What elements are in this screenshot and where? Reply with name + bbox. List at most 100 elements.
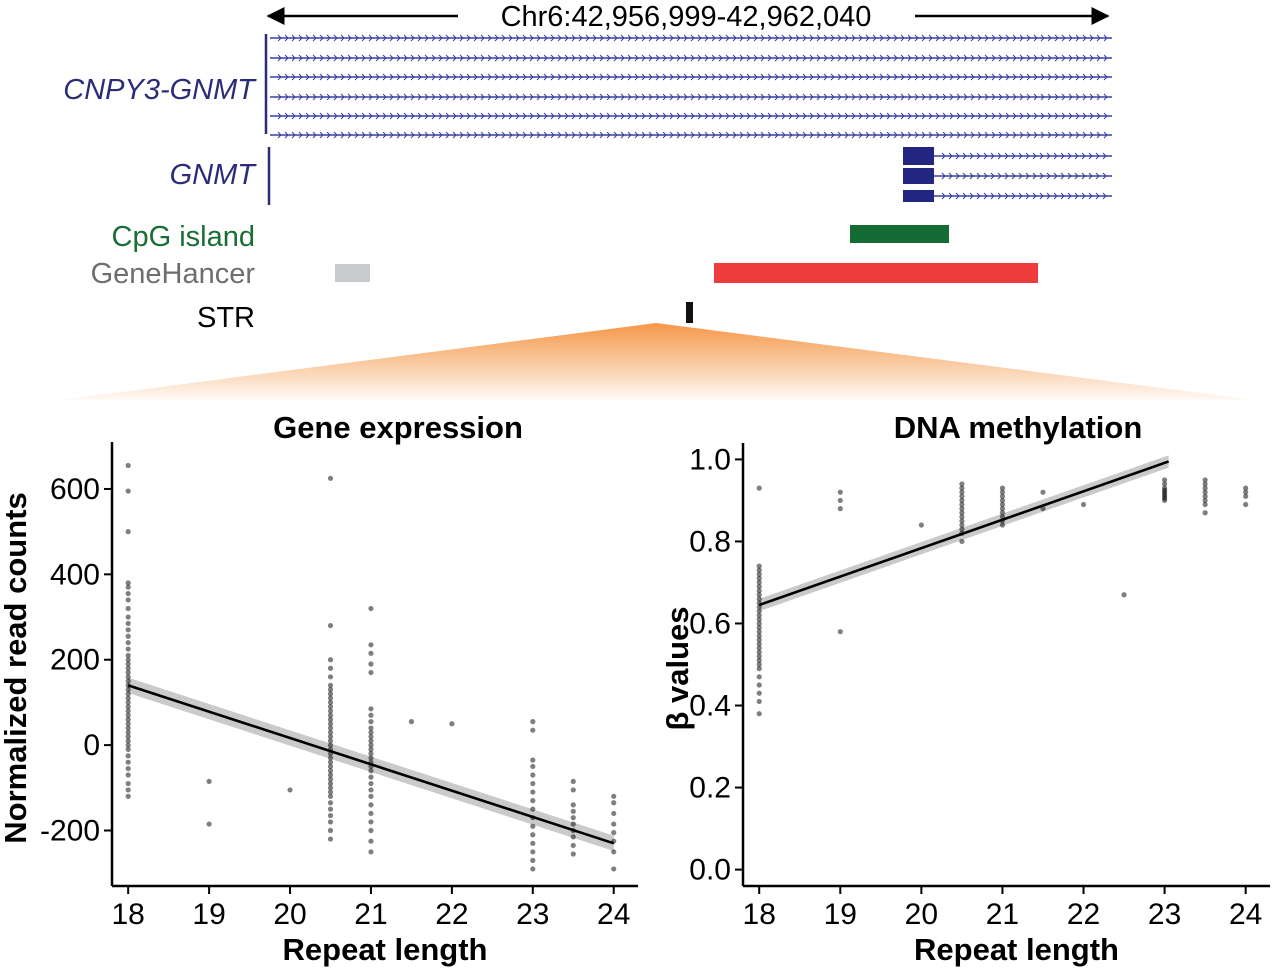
- data-point: [125, 716, 131, 723]
- regression-line: [127, 684, 615, 845]
- data-point: [756, 649, 762, 655]
- data-point: [287, 787, 293, 793]
- data-point: [756, 579, 762, 586]
- data-point: [125, 652, 131, 659]
- data-point: [570, 834, 576, 840]
- data-point: [756, 588, 762, 594]
- data-point: [327, 780, 334, 787]
- data-point: [368, 738, 374, 744]
- gnmt-transcript: [934, 152, 1112, 160]
- data-point: [1162, 477, 1168, 483]
- data-point: [959, 497, 965, 504]
- data-point: [1121, 592, 1127, 598]
- data-point: [327, 742, 334, 748]
- data-point: [999, 522, 1006, 528]
- data-point: [327, 793, 334, 799]
- y-tick-label: 0.2: [689, 772, 731, 805]
- data-point: [959, 518, 965, 524]
- data-point: [756, 666, 762, 672]
- data-point: [125, 725, 131, 731]
- data-point: [368, 733, 374, 740]
- data-point: [327, 695, 334, 701]
- data-point: [327, 704, 334, 710]
- track-label-str: STR: [197, 302, 255, 334]
- y-tick-label: 0: [83, 729, 100, 762]
- data-point: [611, 793, 617, 799]
- data-point: [125, 699, 131, 706]
- data-point: [368, 810, 374, 817]
- data-point: [449, 721, 455, 727]
- data-point: [368, 746, 374, 752]
- data-point: [756, 661, 762, 668]
- cnpy3-gnmt-transcript: [270, 73, 1112, 81]
- data-point: [125, 669, 131, 676]
- data-point: [368, 719, 374, 725]
- data-point: [756, 624, 762, 631]
- y-tick-label: 0.8: [689, 525, 731, 558]
- x-tick-label: 19: [824, 898, 857, 931]
- data-point: [1202, 477, 1208, 483]
- data-point: [756, 698, 762, 705]
- data-points: [756, 477, 1249, 717]
- data-point: [1202, 510, 1208, 516]
- data-point: [570, 808, 576, 814]
- data-point: [125, 462, 131, 469]
- data-point: [530, 757, 536, 763]
- gnmt-exon-2: [903, 168, 934, 184]
- x-tick-label: 20: [273, 898, 306, 931]
- data-point: [125, 529, 131, 535]
- y-tick-label: 200: [50, 644, 100, 677]
- data-point: [570, 778, 576, 785]
- data-point: [125, 708, 131, 714]
- data-point: [999, 510, 1006, 516]
- data-point: [125, 674, 131, 680]
- data-point: [368, 642, 374, 648]
- data-point: [959, 510, 965, 516]
- data-point: [125, 746, 131, 752]
- data-point: [368, 838, 374, 844]
- data-point: [327, 738, 334, 744]
- data-point: [368, 793, 374, 799]
- data-point: [327, 836, 334, 842]
- data-point: [368, 827, 374, 834]
- data-point: [125, 691, 131, 697]
- data-point: [530, 727, 536, 733]
- data-point: [125, 646, 131, 652]
- x-tick-label: 22: [435, 898, 468, 931]
- x-tick-label: 19: [192, 898, 225, 931]
- data-point: [368, 755, 374, 761]
- gnmt-transcripts: [934, 152, 1112, 200]
- y-tick-label: 0.0: [689, 854, 731, 887]
- data-point: [1243, 485, 1249, 491]
- x-tick-label: 24: [1229, 898, 1262, 931]
- data-point: [1202, 493, 1208, 499]
- data-point: [368, 742, 374, 748]
- data-point: [125, 742, 131, 748]
- data-point: [530, 780, 536, 787]
- y-axis-label: β values: [660, 606, 695, 730]
- data-point: [125, 488, 131, 494]
- data-point: [368, 669, 374, 676]
- data-point: [837, 497, 843, 504]
- data-point: [327, 768, 334, 774]
- y-tick-label: 400: [50, 558, 100, 591]
- data-point: [570, 787, 576, 793]
- regression-line: [758, 460, 1170, 607]
- x-tick-label: 18: [111, 898, 144, 931]
- cpg-island-bar: [850, 225, 949, 243]
- y-tick-label: -200: [40, 815, 100, 848]
- region-label: Chr6:42,956,999-42,962,040: [501, 1, 872, 33]
- data-point: [368, 751, 374, 757]
- data-point: [999, 497, 1006, 504]
- data-point: [327, 657, 334, 663]
- data-point: [125, 753, 131, 759]
- data-point: [327, 800, 334, 806]
- data-point: [327, 712, 334, 718]
- str-marker: [686, 302, 693, 323]
- y-tick-label: 600: [50, 473, 100, 506]
- data-point: [611, 800, 617, 806]
- data-point: [327, 763, 334, 770]
- data-point: [327, 622, 334, 629]
- data-point: [837, 629, 843, 635]
- data-point: [125, 793, 131, 799]
